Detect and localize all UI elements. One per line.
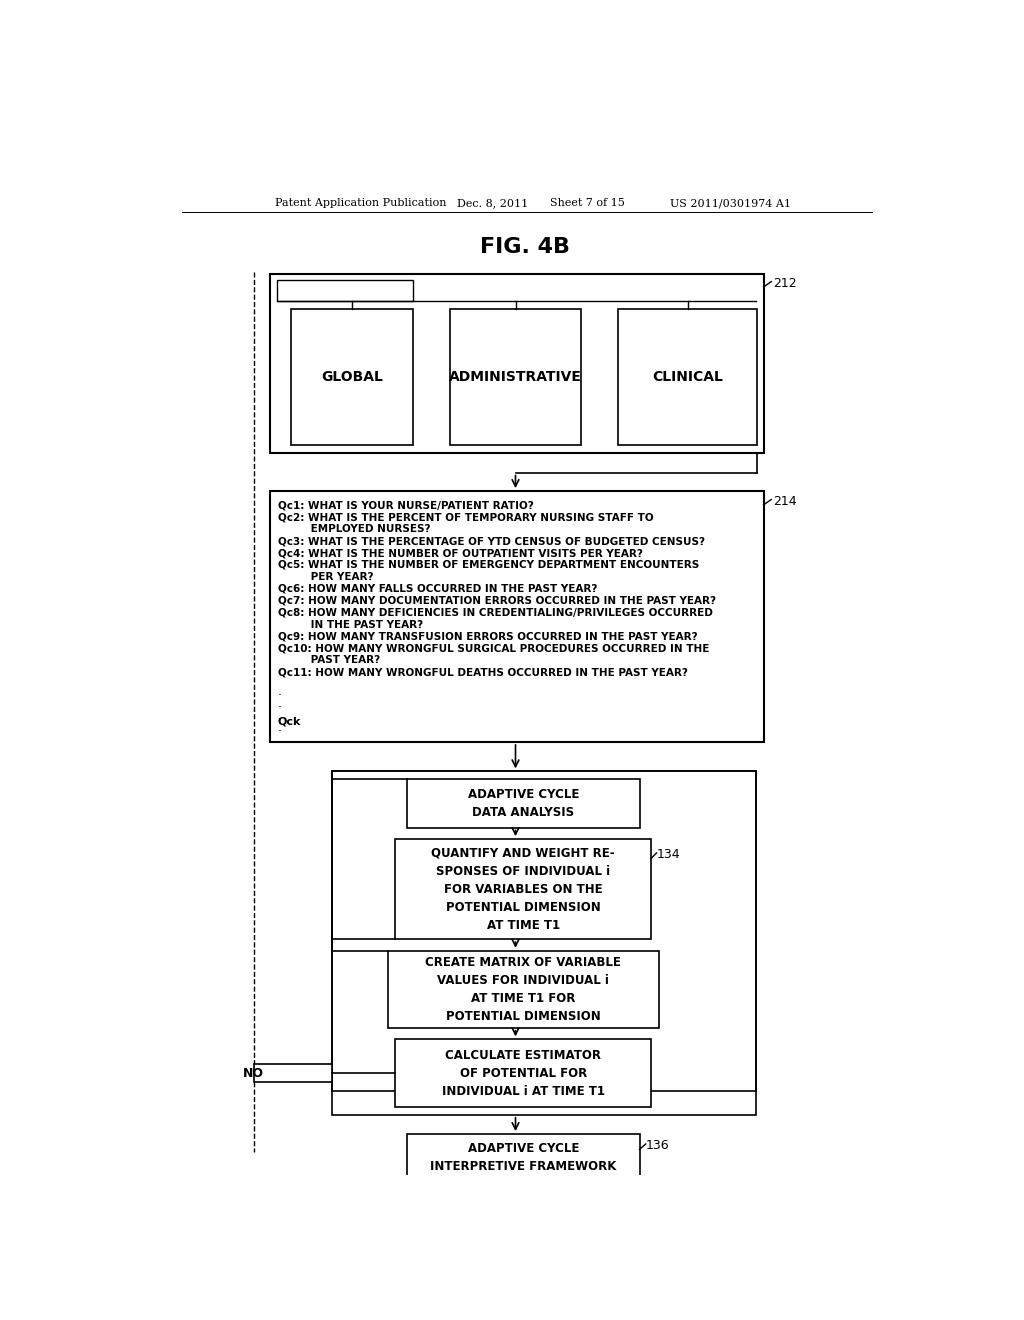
Text: QUANTIFY AND WEIGHT RE-
SPONSES OF INDIVIDUAL i
FOR VARIABLES ON THE
POTENTIAL D: QUANTIFY AND WEIGHT RE- SPONSES OF INDIV… — [431, 846, 615, 932]
Text: ADAPTIVE CYCLE
DATA ANALYSIS: ADAPTIVE CYCLE DATA ANALYSIS — [468, 788, 579, 818]
Text: Sheet 7 of 15: Sheet 7 of 15 — [550, 198, 626, 209]
Text: Qc9: HOW MANY TRANSFUSION ERRORS OCCURRED IN THE PAST YEAR?: Qc9: HOW MANY TRANSFUSION ERRORS OCCURRE… — [278, 631, 697, 642]
Text: Qc11: HOW MANY WRONGFUL DEATHS OCCURRED IN THE PAST YEAR?: Qc11: HOW MANY WRONGFUL DEATHS OCCURRED … — [278, 668, 687, 677]
Bar — [388, 950, 658, 1028]
Bar — [407, 1134, 640, 1181]
Text: ADMINISTRATIVE: ADMINISTRATIVE — [450, 370, 582, 384]
Text: EMPLOYED NURSES?: EMPLOYED NURSES? — [278, 524, 430, 535]
Bar — [332, 771, 756, 1114]
Text: .
.
.
.
.: . . . . . — [278, 685, 282, 747]
Bar — [450, 309, 582, 445]
Text: Dec. 8, 2011: Dec. 8, 2011 — [458, 198, 528, 209]
Text: CALCULATE ESTIMATOR
OF POTENTIAL FOR
INDIVIDUAL i AT TIME T1: CALCULATE ESTIMATOR OF POTENTIAL FOR IND… — [441, 1048, 605, 1098]
Bar — [395, 1039, 651, 1107]
Bar — [332, 771, 756, 1090]
Text: Qc7: HOW MANY DOCUMENTATION ERRORS OCCURRED IN THE PAST YEAR?: Qc7: HOW MANY DOCUMENTATION ERRORS OCCUR… — [278, 595, 716, 606]
Text: Patent Application Publication: Patent Application Publication — [275, 198, 446, 209]
Text: PAST YEAR?: PAST YEAR? — [278, 656, 380, 665]
Text: Qc4: WHAT IS THE NUMBER OF OUTPATIENT VISITS PER YEAR?: Qc4: WHAT IS THE NUMBER OF OUTPATIENT VI… — [278, 548, 642, 558]
Bar — [254, 1064, 332, 1082]
Bar — [291, 309, 414, 445]
Text: NO: NO — [243, 1067, 264, 1080]
Bar — [276, 280, 414, 301]
Text: Qc5: WHAT IS THE NUMBER OF EMERGENCY DEPARTMENT ENCOUNTERS: Qc5: WHAT IS THE NUMBER OF EMERGENCY DEP… — [278, 560, 698, 570]
Text: Qc1: WHAT IS YOUR NURSE/PATIENT RATIO?: Qc1: WHAT IS YOUR NURSE/PATIENT RATIO? — [278, 500, 534, 511]
Text: 212: 212 — [773, 277, 797, 289]
Text: PER YEAR?: PER YEAR? — [278, 572, 373, 582]
Text: FIG. 4B: FIG. 4B — [480, 238, 569, 257]
Text: CLINICAL: CLINICAL — [652, 370, 723, 384]
Text: IN THE PAST YEAR?: IN THE PAST YEAR? — [278, 619, 423, 630]
Text: Qc8: HOW MANY DEFICIENCIES IN CREDENTIALING/PRIVILEGES OCCURRED: Qc8: HOW MANY DEFICIENCIES IN CREDENTIAL… — [278, 607, 713, 618]
Text: GLOBAL: GLOBAL — [322, 370, 383, 384]
Bar — [407, 779, 640, 828]
Text: CREATE MATRIX OF VARIABLE
VALUES FOR INDIVIDUAL i
AT TIME T1 FOR
POTENTIAL DIMEN: CREATE MATRIX OF VARIABLE VALUES FOR IND… — [425, 956, 622, 1023]
Bar — [270, 275, 764, 453]
Text: Qc10: HOW MANY WRONGFUL SURGICAL PROCEDURES OCCURRED IN THE: Qc10: HOW MANY WRONGFUL SURGICAL PROCEDU… — [278, 644, 709, 653]
Text: 136: 136 — [646, 1139, 670, 1152]
Text: 214: 214 — [773, 495, 797, 508]
Bar — [270, 491, 764, 742]
Text: Qc2: WHAT IS THE PERCENT OF TEMPORARY NURSING STAFF TO: Qc2: WHAT IS THE PERCENT OF TEMPORARY NU… — [278, 512, 653, 523]
Text: Qc6: HOW MANY FALLS OCCURRED IN THE PAST YEAR?: Qc6: HOW MANY FALLS OCCURRED IN THE PAST… — [278, 583, 597, 594]
Bar — [395, 840, 651, 940]
Text: ADAPTIVE CYCLE
INTERPRETIVE FRAMEWORK: ADAPTIVE CYCLE INTERPRETIVE FRAMEWORK — [430, 1142, 616, 1173]
Text: 134: 134 — [656, 847, 680, 861]
Text: Qck: Qck — [278, 717, 301, 726]
Text: US 2011/0301974 A1: US 2011/0301974 A1 — [671, 198, 792, 209]
Bar — [617, 309, 758, 445]
Text: Qc3: WHAT IS THE PERCENTAGE OF YTD CENSUS OF BUDGETED CENSUS?: Qc3: WHAT IS THE PERCENTAGE OF YTD CENSU… — [278, 536, 705, 546]
